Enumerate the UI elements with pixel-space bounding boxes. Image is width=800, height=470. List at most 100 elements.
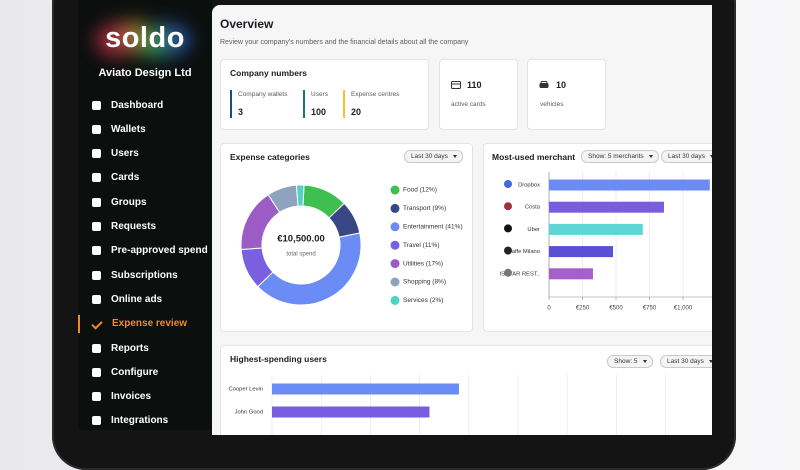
nav-item[interactable]: Groups <box>92 194 147 210</box>
card-title: Expense categories <box>230 152 310 162</box>
number-value: 20 <box>351 107 362 117</box>
page-title: Overview <box>220 17 274 31</box>
nav-icon <box>92 294 101 304</box>
stat-card: 10 vehicles <box>527 59 606 130</box>
nav-item[interactable]: Online ads <box>92 291 162 307</box>
legend-icon <box>390 295 400 305</box>
nav-label: Reports <box>111 342 149 354</box>
sidebar <box>78 0 212 430</box>
logo: soldo <box>105 22 185 54</box>
bar <box>549 223 643 235</box>
nav-item[interactable]: Dashboard <box>92 97 163 113</box>
nav-item[interactable]: Wallets <box>92 121 146 137</box>
donut-slice <box>295 184 305 207</box>
nav-item[interactable]: Invoices <box>92 389 151 405</box>
period-dropdown[interactable]: Last 30 days <box>660 355 712 368</box>
card-title: Most-used merchant <box>492 152 576 162</box>
nav-label: Pre-approved spend <box>111 245 208 257</box>
category-label: ISHTAR REST.. <box>500 271 541 277</box>
nav-label: Expense review <box>112 318 188 330</box>
nav-item[interactable]: Cards <box>92 170 139 186</box>
x-tick-label: 0 <box>547 306 551 312</box>
nav-icon <box>91 318 103 330</box>
total-label: total spend <box>286 252 315 258</box>
x-tick-label: €750 <box>643 306 657 312</box>
nav-item[interactable]: Expense review <box>91 316 188 332</box>
legend-label: Travel (11%) <box>403 242 439 249</box>
nav-item[interactable]: Pre-approved spend <box>92 243 208 259</box>
card-title: Highest-spending users <box>230 354 327 364</box>
legend-label: Services (2%) <box>403 297 443 304</box>
nav-label: Wallets <box>111 123 146 135</box>
company-numbers-card: Company numbers Company wallets 3 Users 100… <box>220 59 429 130</box>
bar <box>549 201 664 213</box>
period-dropdown[interactable]: Last 30 days <box>404 150 463 163</box>
nav-item[interactable]: Integrations <box>92 413 168 429</box>
card-title: Company numbers <box>230 68 307 78</box>
nav-icon <box>92 149 101 159</box>
nav-item[interactable]: Configure <box>92 364 158 380</box>
logo-glow <box>95 18 190 63</box>
nav-item[interactable]: Requests <box>92 219 156 235</box>
nav-icon <box>92 270 101 280</box>
category-label: Uber <box>527 227 540 233</box>
nav-icon <box>92 222 101 231</box>
category-label: Costa <box>525 205 541 211</box>
number-label: Company wallets <box>238 91 288 98</box>
legend-icon <box>390 240 400 250</box>
nav-label: Integrations <box>111 415 169 427</box>
active-indicator <box>78 314 80 333</box>
legend-label: Utilities (17%) <box>403 260 443 267</box>
number-label: Users <box>311 91 328 98</box>
nav-label: Dashboard <box>111 99 164 111</box>
legend-icon <box>390 259 400 269</box>
nav-icon <box>92 392 101 402</box>
nav-icon <box>92 416 101 426</box>
accent-bar <box>230 90 232 118</box>
legend-label: Shopping (8%) <box>403 279 446 286</box>
category-label: Caffe Milano <box>508 249 540 255</box>
legend-label: Entertainment (41%) <box>403 224 463 231</box>
x-tick-label: €250 <box>576 306 590 312</box>
x-tick-label: €1,000 <box>674 306 693 312</box>
legend-icon <box>390 277 400 287</box>
bar <box>549 246 614 258</box>
nav-item[interactable]: Users <box>92 146 139 162</box>
bar <box>272 383 459 395</box>
number-value: 3 <box>238 107 244 117</box>
merchant-logo <box>504 268 512 277</box>
main-panel: Overview Review your company's numbers a… <box>212 5 712 435</box>
bar <box>549 268 593 280</box>
stat-card: 110 active cards <box>439 59 518 130</box>
show-dropdown[interactable]: Show: 5 merchants <box>581 150 659 163</box>
card-icon <box>451 81 461 89</box>
show-dropdown[interactable]: Show: 5 <box>607 355 653 368</box>
nav-icon <box>92 343 101 353</box>
category-label: Cooper Levin <box>229 387 263 393</box>
charts: Food (12%) Transport (9%) Entertainment (4… <box>229 172 712 435</box>
nav-label: Subscriptions <box>111 269 178 281</box>
period-dropdown[interactable]: Last 30 days <box>661 150 712 163</box>
nav-item[interactable]: Subscriptions <box>92 267 178 283</box>
merchants-card: Most-used merchant Show: 5 merchants Las… <box>483 143 712 332</box>
nav-icon <box>92 173 101 183</box>
stat-value: 110 <box>467 80 482 90</box>
nav-icon <box>92 124 101 134</box>
nav-label: Configure <box>111 366 159 378</box>
company-name: Aviato Design Ltd <box>98 67 192 79</box>
stat-value: 10 <box>556 80 567 90</box>
category-label: Dropbox <box>518 183 540 189</box>
accent-bar <box>303 90 305 118</box>
number-value: 100 <box>311 107 327 117</box>
legend-icon <box>390 203 400 213</box>
bar <box>272 406 430 418</box>
total-value: €10,500.00 <box>277 234 325 245</box>
nav-icon <box>92 246 101 256</box>
legend-label: Transport (9%) <box>403 205 446 212</box>
merchant-logo <box>504 202 512 211</box>
vehicle-icon <box>539 81 549 88</box>
merchant-logo <box>504 180 512 188</box>
nav-item[interactable]: Reports <box>92 340 149 356</box>
legend-icon <box>390 222 400 232</box>
